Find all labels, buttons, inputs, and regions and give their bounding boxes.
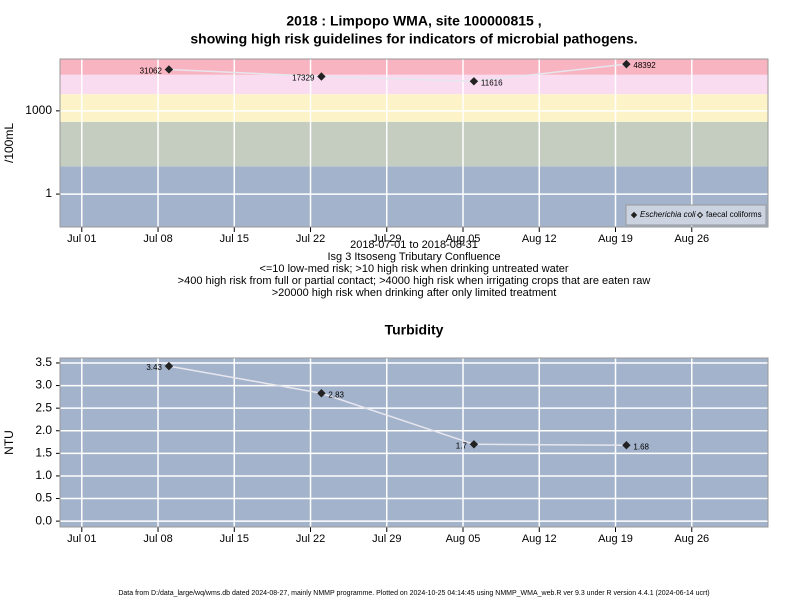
plot-frame [59,58,769,228]
x-tick-label: Jul 08 [143,233,172,245]
data-label: 1.68 [633,442,649,451]
x-tick-label: Aug 26 [674,233,709,245]
note: >400 high risk from full or partial cont… [178,275,651,287]
legend-marker [696,211,704,219]
data-label: 48392 [633,61,656,70]
data-label: 31062 [140,67,163,76]
y-tick-label: 1.0 [35,468,52,482]
legend-marker [630,211,638,219]
note: <=10 low-med risk; >10 high risk when dr… [259,263,568,275]
risk-band [60,74,768,95]
y-axis-label: /100mL [2,123,16,163]
risk-band [60,59,768,75]
x-tick-label: Aug 12 [522,533,557,545]
note: Isg 3 Itsoseng Tributary Confluence [327,251,500,263]
x-tick-label: Jul 01 [67,233,96,245]
note: >20000 high risk when drinking after onl… [272,287,557,299]
y-tick-label: 1.5 [35,446,52,460]
y-tick-label: 2.0 [35,423,52,437]
y-tick-label: 1 [45,186,52,200]
y-tick-label: 1000 [25,103,52,117]
data-point [469,77,479,86]
chart-title: showing high risk guidelines for indicat… [190,31,637,47]
x-tick-label: Jul 22 [296,233,325,245]
data-label: 17329 [292,74,315,83]
legend-label: faecal coliforms [706,210,762,219]
plot-background [60,358,768,527]
x-tick-label: Aug 12 [522,233,557,245]
data-point [469,440,479,449]
series-line [168,365,627,446]
data-point [622,441,631,450]
data-point [622,59,631,69]
data-point [317,389,326,398]
x-tick-label: Aug 05 [446,233,481,245]
chart-title: 2018 : Limpopo WMA, site 100000815 , [286,13,541,29]
series-line [168,63,627,83]
data-label: 2.83 [328,390,344,399]
note: 2018-07-01 to 2018-08-31 [350,239,478,251]
x-tick-label: Aug 19 [598,233,633,245]
x-tick-label: Jul 22 [296,533,325,545]
data-label: 1.7 [456,441,468,450]
y-tick-label: 0.5 [35,491,52,505]
x-tick-label: Jul 15 [220,533,249,545]
chart-title: Turbidity [385,322,444,338]
data-label: 3.43 [146,363,162,372]
x-tick-label: Jul 15 [220,233,249,245]
data-label: 11616 [481,78,503,87]
data-point [317,72,326,81]
risk-band [60,121,768,167]
x-tick-label: Jul 01 [67,533,96,545]
data-point [164,65,174,74]
x-tick-label: Aug 05 [446,533,481,545]
y-tick-label: 3.0 [35,378,52,392]
data-point [164,361,174,371]
x-tick-label: Aug 19 [598,533,633,545]
x-tick-label: Jul 29 [372,533,401,545]
footer: Data from D:/data_large/wq/wms.db dated … [118,590,709,597]
y-tick-label: 2.5 [35,400,52,414]
x-tick-label: Jul 08 [143,533,172,545]
y-tick-label: 0.0 [35,513,52,527]
legend-label: Escherichia coli [640,210,696,219]
x-tick-label: Aug 26 [674,533,709,545]
risk-band [60,94,768,122]
plot-frame [59,357,769,528]
y-axis-label: NTU [2,430,16,455]
x-tick-label: Jul 29 [372,233,401,245]
y-tick-label: 3.5 [35,355,52,369]
legend-box [625,204,767,226]
